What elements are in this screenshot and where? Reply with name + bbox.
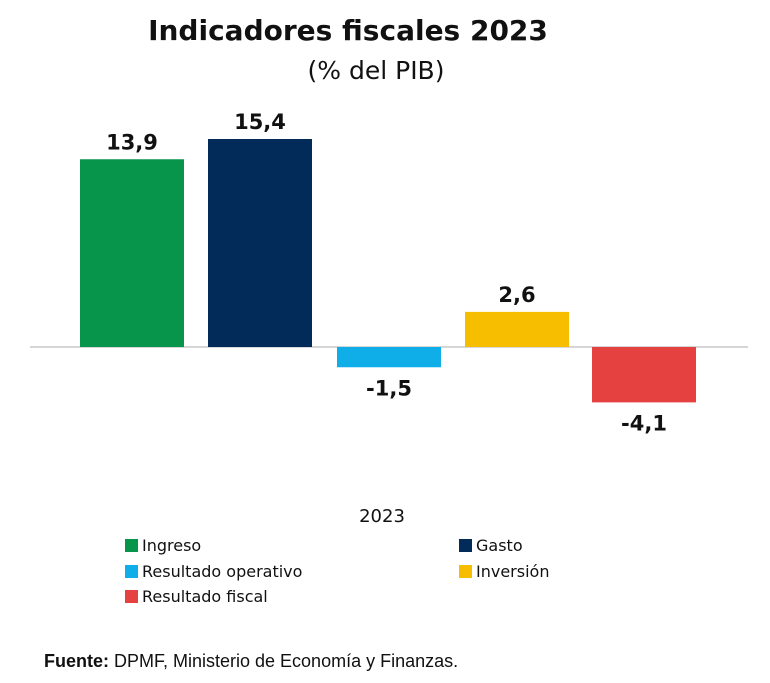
bar-ingreso	[80, 159, 184, 347]
bar-resultado-operativo	[337, 347, 441, 368]
legend-swatch-gasto	[459, 539, 472, 552]
x-axis-label: 2023	[359, 506, 405, 527]
value-label-inversion: 2,6	[498, 283, 535, 307]
value-label-ingreso: 13,9	[106, 130, 158, 154]
legend-swatch-resultado-fiscal	[125, 590, 138, 603]
bar-resultado-fiscal	[592, 347, 696, 403]
value-labels-group: 13,9 15,4 -1,5 2,6 -4,1	[106, 110, 667, 435]
bar-inversion	[465, 311, 569, 347]
legend-label-ingreso: Ingreso	[142, 536, 201, 555]
value-label-resultado-fiscal: -4,1	[621, 411, 667, 435]
bar-gasto	[208, 139, 312, 347]
source-note: Fuente: DPMF, Ministerio de Economía y F…	[44, 651, 458, 672]
source-text: DPMF, Ministerio de Economía y Finanzas.	[109, 651, 459, 671]
legend-label-resultado-operativo: Resultado operativo	[142, 562, 302, 581]
legend-swatch-resultado-operativo	[125, 565, 138, 578]
legend-label-gasto: Gasto	[476, 536, 523, 555]
legend-swatch-inversion	[459, 565, 472, 578]
value-label-gasto: 15,4	[234, 110, 286, 134]
legend: Ingreso Gasto Resultado operativo Inversión…	[125, 536, 549, 606]
value-label-resultado-operativo: -1,5	[366, 376, 412, 400]
source-label: Fuente:	[44, 651, 109, 671]
legend-label-resultado-fiscal: Resultado fiscal	[142, 587, 268, 606]
chart-subtitle: (% del PIB)	[308, 56, 445, 85]
legend-label-inversion: Inversión	[476, 562, 549, 581]
chart-title: Indicadores fiscales 2023	[148, 14, 548, 47]
bars-group	[80, 139, 696, 403]
legend-swatch-ingreso	[125, 539, 138, 552]
